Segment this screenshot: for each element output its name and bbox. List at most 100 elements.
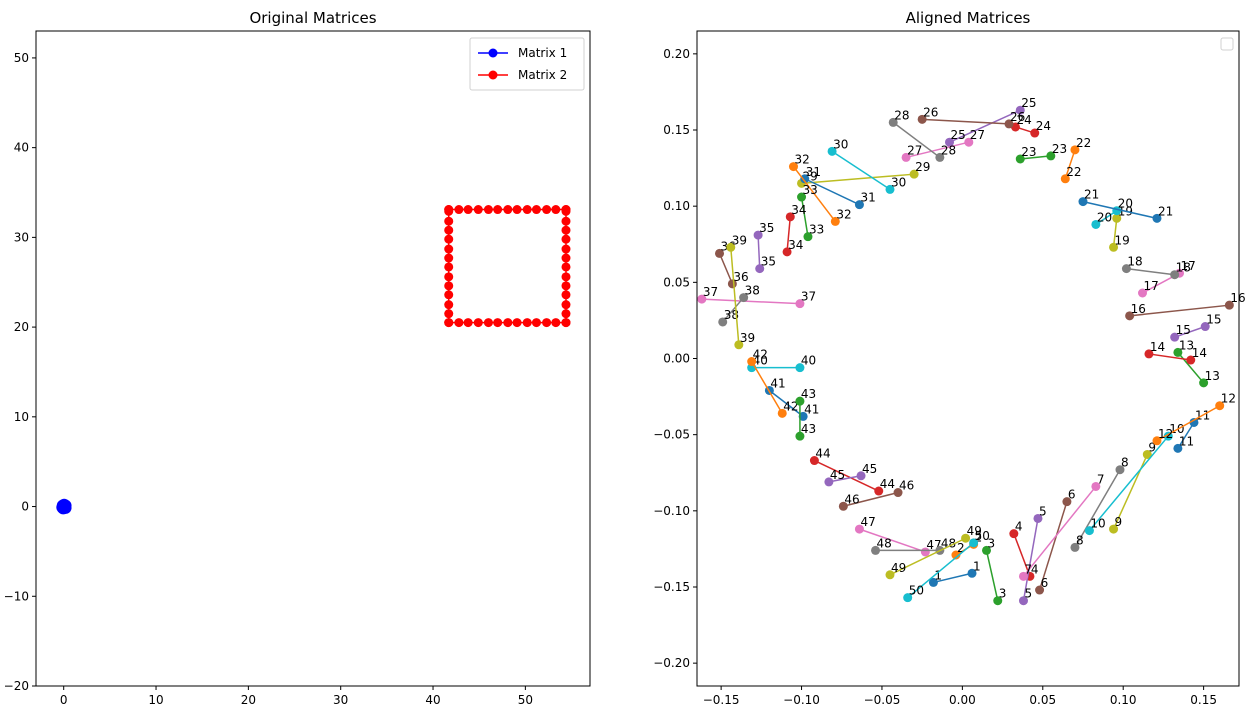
matrix-2-point xyxy=(444,234,454,244)
alignment-line xyxy=(757,235,761,269)
aligned-point-a xyxy=(854,524,864,534)
y-tick-label: 50 xyxy=(14,51,29,65)
point-label: 4 xyxy=(1031,562,1039,576)
right-axes-frame xyxy=(696,30,1240,687)
matrix-2-point xyxy=(542,318,552,328)
matrix-2-point xyxy=(483,205,493,215)
legend-box xyxy=(469,37,585,91)
point-label: 1 xyxy=(973,559,981,573)
alignment-line xyxy=(1088,435,1169,532)
alignment-line xyxy=(1022,518,1039,601)
point-label: 17 xyxy=(1144,279,1159,293)
matrix-2-point xyxy=(444,290,454,300)
alignment-line xyxy=(786,216,792,252)
matrix-2-point xyxy=(454,205,464,215)
aligned-point-a xyxy=(1033,513,1043,523)
alignment-line xyxy=(1020,155,1051,160)
aligned-point-b xyxy=(1060,174,1070,184)
aligned-point-b xyxy=(928,577,938,587)
point-label: 30 xyxy=(891,175,906,189)
right-empty-legend[interactable] xyxy=(1220,37,1234,51)
point-label: 16 xyxy=(1131,302,1146,316)
x-tick-label: −0.15 xyxy=(703,693,740,707)
aligned-point-a xyxy=(1112,213,1122,223)
matrix-2-point xyxy=(444,272,454,282)
point-label: 34 xyxy=(791,203,806,217)
matrix-2-point xyxy=(561,309,571,319)
alignment-line xyxy=(907,542,975,599)
point-label: 46 xyxy=(899,479,914,493)
matrix-2-point xyxy=(561,253,571,263)
aligned-point-b xyxy=(1109,242,1119,252)
point-label: 44 xyxy=(880,477,895,491)
aligned-point-b xyxy=(777,408,787,418)
point-label: 22 xyxy=(1076,136,1091,150)
point-label: 25 xyxy=(1021,96,1036,110)
aligned-point-a xyxy=(798,411,808,421)
aligned-point-b xyxy=(885,570,895,580)
point-label: 2 xyxy=(957,541,965,555)
point-label: 25 xyxy=(951,128,966,142)
matrix-2-point xyxy=(551,205,561,215)
point-label: 41 xyxy=(770,376,785,390)
matrix-2-point xyxy=(561,300,571,310)
aligned-point-a xyxy=(1142,449,1152,459)
aligned-point-a xyxy=(795,363,805,373)
alignment-line xyxy=(843,491,899,507)
y-tick-label: −0.05 xyxy=(653,428,690,442)
aligned-point-b xyxy=(697,294,707,304)
matrix-2-point xyxy=(483,318,493,328)
point-label: 31 xyxy=(860,191,875,205)
alignment-line xyxy=(1126,267,1175,276)
point-label: 20 xyxy=(1097,210,1112,224)
matrix-2-point xyxy=(473,205,483,215)
alignment-line xyxy=(892,121,941,159)
alignment-line xyxy=(730,247,740,345)
matrix-2-point xyxy=(561,290,571,300)
matrix-2-point xyxy=(463,205,473,215)
point-label: 24 xyxy=(1016,113,1031,127)
aligned-point-a xyxy=(967,568,977,578)
matrix-2-point xyxy=(561,234,571,244)
alignment-line xyxy=(722,297,745,323)
point-label: 9 xyxy=(1148,440,1156,454)
point-label: 22 xyxy=(1066,165,1081,179)
alignment-line xyxy=(1156,405,1221,442)
alignment-line xyxy=(1022,485,1097,577)
matrix-2-point xyxy=(561,225,571,235)
aligned-point-a xyxy=(795,299,805,309)
alignment-line xyxy=(1129,304,1230,317)
point-label: 43 xyxy=(801,387,816,401)
aligned-point-b xyxy=(726,242,736,252)
alignment-line xyxy=(905,141,969,159)
aligned-point-b xyxy=(1125,311,1135,321)
aligned-point-b xyxy=(1018,596,1028,606)
aligned-point-b xyxy=(715,248,725,258)
aligned-point-b xyxy=(1015,154,1025,164)
point-label: 37 xyxy=(703,285,718,299)
aligned-point-a xyxy=(755,264,765,274)
aligned-point-a xyxy=(1062,497,1072,507)
alignment-line xyxy=(718,253,734,285)
x-tick-label: 0.05 xyxy=(1029,693,1056,707)
matrix-2-point xyxy=(512,318,522,328)
y-tick-label: 0.05 xyxy=(663,275,690,289)
left-legend[interactable]: Matrix 1 Matrix 2 xyxy=(469,37,585,91)
aligned-point-a xyxy=(874,486,884,496)
aligned-point-a xyxy=(917,114,927,124)
point-label: 23 xyxy=(1052,142,1067,156)
alignment-line xyxy=(1064,149,1076,179)
aligned-point-b xyxy=(903,593,913,603)
aligned-point-b xyxy=(951,550,961,560)
aligned-point-a xyxy=(964,137,974,147)
matrix-2-point xyxy=(444,300,454,310)
aligned-point-b xyxy=(1189,417,1199,427)
point-label: 28 xyxy=(941,143,956,157)
point-label: 41 xyxy=(804,402,819,416)
y-tick-label: 0 xyxy=(21,500,29,514)
matrix-2-point xyxy=(444,206,454,216)
alignment-line xyxy=(1082,200,1158,220)
y-tick-label: −0.10 xyxy=(653,504,690,518)
point-label: 3 xyxy=(999,587,1007,601)
x-tick-label: 0.00 xyxy=(949,693,976,707)
